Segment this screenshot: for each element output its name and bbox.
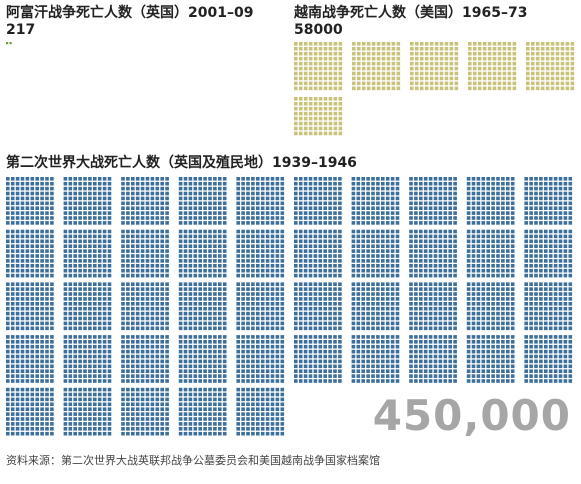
ww2-title: 第二次世界大战死亡人数（英国及殖民地）1939–1946 — [6, 155, 357, 171]
ww2-block — [294, 335, 342, 383]
vietnam-block — [294, 97, 343, 136]
ww2-block — [236, 177, 285, 225]
ww2-block — [351, 229, 400, 278]
ww2-block — [121, 335, 169, 383]
ww2-block — [63, 282, 112, 331]
ww2-block — [63, 387, 112, 436]
ww2-block — [466, 177, 515, 225]
ww2-block — [236, 335, 285, 383]
ww2-block — [466, 229, 515, 278]
ww2-block — [351, 335, 400, 383]
ww2-block — [524, 335, 573, 383]
ww2-count: 450,000 — [372, 391, 571, 440]
ww2-block — [121, 177, 169, 225]
ww2-block — [466, 282, 515, 331]
ww2-block — [6, 335, 54, 383]
ww2-block — [351, 177, 400, 225]
vietnam-title: 越南战争死亡人数（美国）1965–73 — [294, 5, 528, 21]
vietnam-count: 58000 — [294, 22, 343, 38]
vietnam-block — [410, 42, 459, 91]
vietnam-block — [468, 42, 517, 91]
ww2-block — [409, 229, 457, 278]
ww2-block — [294, 282, 342, 331]
vietnam-block — [294, 42, 343, 91]
ww2-block — [178, 387, 227, 436]
ww2-block — [121, 282, 169, 331]
ww2-block — [6, 229, 54, 278]
ww2-block — [121, 229, 169, 278]
ww2-block — [178, 282, 227, 331]
ww2-block — [121, 387, 169, 436]
ww2-block — [236, 282, 285, 331]
ww2-block — [178, 177, 227, 225]
ww2-block — [294, 229, 342, 278]
afghanistan-count: 217 — [6, 22, 36, 38]
ww2-block — [6, 387, 54, 436]
ww2-block — [409, 282, 457, 331]
ww2-block — [409, 177, 457, 225]
ww2-block — [6, 282, 54, 331]
ww2-block — [63, 335, 112, 383]
afghanistan-units — [6, 42, 12, 45]
ww2-block — [63, 177, 112, 225]
source-note: 资料来源：第二次世界大战英联邦战争公墓委员会和美国越南战争国家档案馆 — [6, 454, 380, 467]
vietnam-block — [352, 42, 401, 91]
ww2-block — [294, 177, 342, 225]
ww2-block — [351, 282, 400, 331]
afghanistan-title: 阿富汗战争死亡人数（英国）2001–09 — [6, 5, 254, 21]
ww2-block — [524, 229, 573, 278]
ww2-block — [178, 335, 227, 383]
ww2-block — [236, 229, 285, 278]
ww2-block — [524, 177, 573, 225]
ww2-block — [236, 387, 285, 436]
vietnam-block — [526, 42, 575, 91]
ww2-block — [524, 282, 573, 331]
ww2-block — [409, 335, 457, 383]
ww2-block — [466, 335, 515, 383]
ww2-block — [63, 229, 112, 278]
ww2-block — [6, 177, 54, 225]
ww2-block — [178, 229, 227, 278]
